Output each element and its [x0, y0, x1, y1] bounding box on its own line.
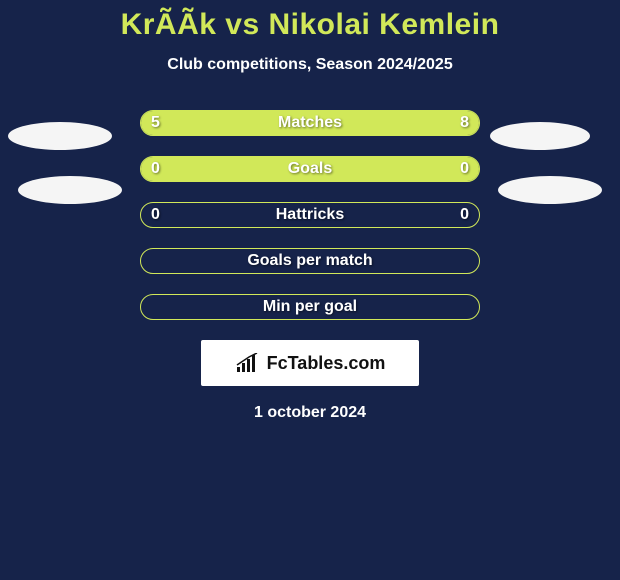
stat-row: 00Hattricks — [140, 202, 480, 228]
stat-row: Min per goal — [140, 294, 480, 320]
brand-text: FcTables.com — [267, 353, 386, 374]
stat-row: Goals per match — [140, 248, 480, 274]
stat-value-right: 8 — [429, 111, 469, 135]
stat-row: 00Goals — [140, 156, 480, 182]
stat-value-left: 0 — [151, 203, 191, 227]
brand-chart-icon — [235, 353, 261, 373]
avatar-ellipse — [18, 176, 122, 204]
stats-bars: 58Matches00Goals00HattricksGoals per mat… — [140, 110, 480, 320]
canvas: KrÃÃ­k vs Nikolai Kemlein Club competiti… — [0, 0, 620, 580]
avatar-ellipse — [498, 176, 602, 204]
date-label: 1 october 2024 — [0, 404, 620, 422]
avatar-ellipse — [8, 122, 112, 150]
stat-value-left: 5 — [151, 111, 191, 135]
stat-label: Min per goal — [141, 295, 479, 319]
stat-label: Goals per match — [141, 249, 479, 273]
stat-value-right: 0 — [429, 157, 469, 181]
subtitle: Club competitions, Season 2024/2025 — [0, 56, 620, 74]
stat-row: 58Matches — [140, 110, 480, 136]
brand-badge: FcTables.com — [201, 340, 419, 386]
stat-value-right: 0 — [429, 203, 469, 227]
page-title: KrÃÃ­k vs Nikolai Kemlein — [0, 0, 620, 42]
stat-value-left: 0 — [151, 157, 191, 181]
avatar-ellipse — [490, 122, 590, 150]
